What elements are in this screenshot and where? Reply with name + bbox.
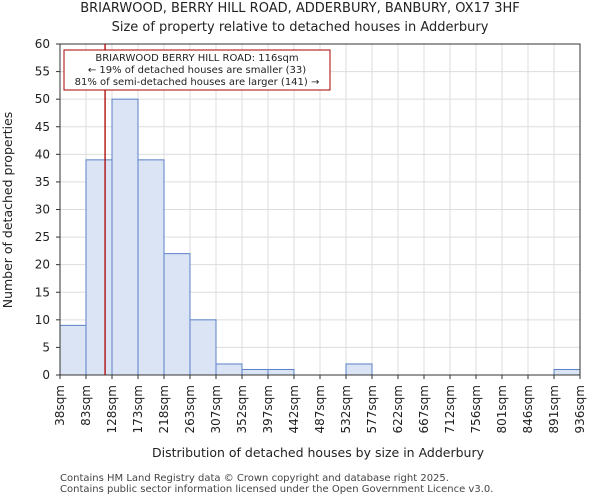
y-tick-label: 30 [35,203,50,217]
x-tick-label: 38sqm [53,385,67,426]
x-tick-label: 263sqm [183,385,197,433]
x-tick-label: 442sqm [287,385,301,433]
y-tick-label: 35 [35,175,50,189]
y-tick-label: 25 [35,230,50,244]
y-tick-label: 40 [35,147,50,161]
x-tick-label: 622sqm [391,385,405,433]
annotation-line-2: ← 19% of detached houses are smaller (33… [88,65,306,76]
x-tick-label: 891sqm [547,385,561,433]
x-axis-label: Distribution of detached houses by size … [152,445,485,460]
y-tick-label: 55 [35,65,50,79]
x-tick-label: 756sqm [469,385,483,433]
y-tick-label: 15 [35,285,50,299]
bar [345,363,373,376]
bar [111,98,139,376]
x-tick-label: 936sqm [573,385,587,433]
y-axis-label: Number of detached properties [0,112,15,309]
x-tick-label: 397sqm [261,385,275,433]
bar [215,363,243,376]
bar [85,159,113,376]
chart-title: BRIARWOOD, BERRY HILL ROAD, ADDERBURY, B… [80,1,520,16]
x-tick-label: 352sqm [235,385,249,433]
bar [553,368,581,376]
x-tick-label: 577sqm [365,385,379,433]
y-tick-label: 60 [35,37,50,51]
x-tick-label: 218sqm [157,385,171,433]
x-tick-label: 83sqm [79,385,93,426]
y-tick-label: 20 [35,258,50,272]
x-tick-label: 128sqm [105,385,119,433]
bar [267,368,295,376]
annotation-frame [63,49,331,91]
x-tick-label: 801sqm [495,385,509,433]
annotation-line-1: BRIARWOOD BERRY HILL ROAD: 116sqm [95,53,298,64]
footer-line-1: Contains HM Land Registry data © Crown c… [60,473,449,484]
annotation-box: BRIARWOOD BERRY HILL ROAD: 116sqm ← 19% … [63,49,331,91]
x-tick-label: 846sqm [521,385,535,433]
y-tick-label: 5 [42,340,50,354]
x-tick-label: 307sqm [209,385,223,433]
y-tick-label: 10 [35,313,50,327]
y-tick-label: 0 [42,368,50,382]
footer-line-2: Contains public sector information licen… [60,484,494,495]
x-tick-label: 712sqm [443,385,457,433]
y-tick-label: 45 [35,120,50,134]
x-axis-ticks: 38sqm 83sqm 128sqm 173sqm 218sqm 263sqm 307sqm… [53,375,587,433]
x-tick-label: 532sqm [339,385,353,433]
bar [59,324,87,376]
x-tick-label: 173sqm [131,385,145,433]
x-tick-label: 487sqm [313,385,327,433]
x-tick-label: 667sqm [417,385,431,433]
chart-subtitle: Size of property relative to detached ho… [112,20,489,35]
annotation-line-3: 81% of semi-detached houses are larger (… [75,77,320,88]
bar [137,159,165,376]
y-tick-label: 50 [35,92,50,106]
bar [241,368,269,376]
bar [189,319,217,376]
bar [163,253,191,376]
y-axis-ticks: 0 5 10 15 20 25 30 35 40 45 50 55 60 [35,37,60,382]
